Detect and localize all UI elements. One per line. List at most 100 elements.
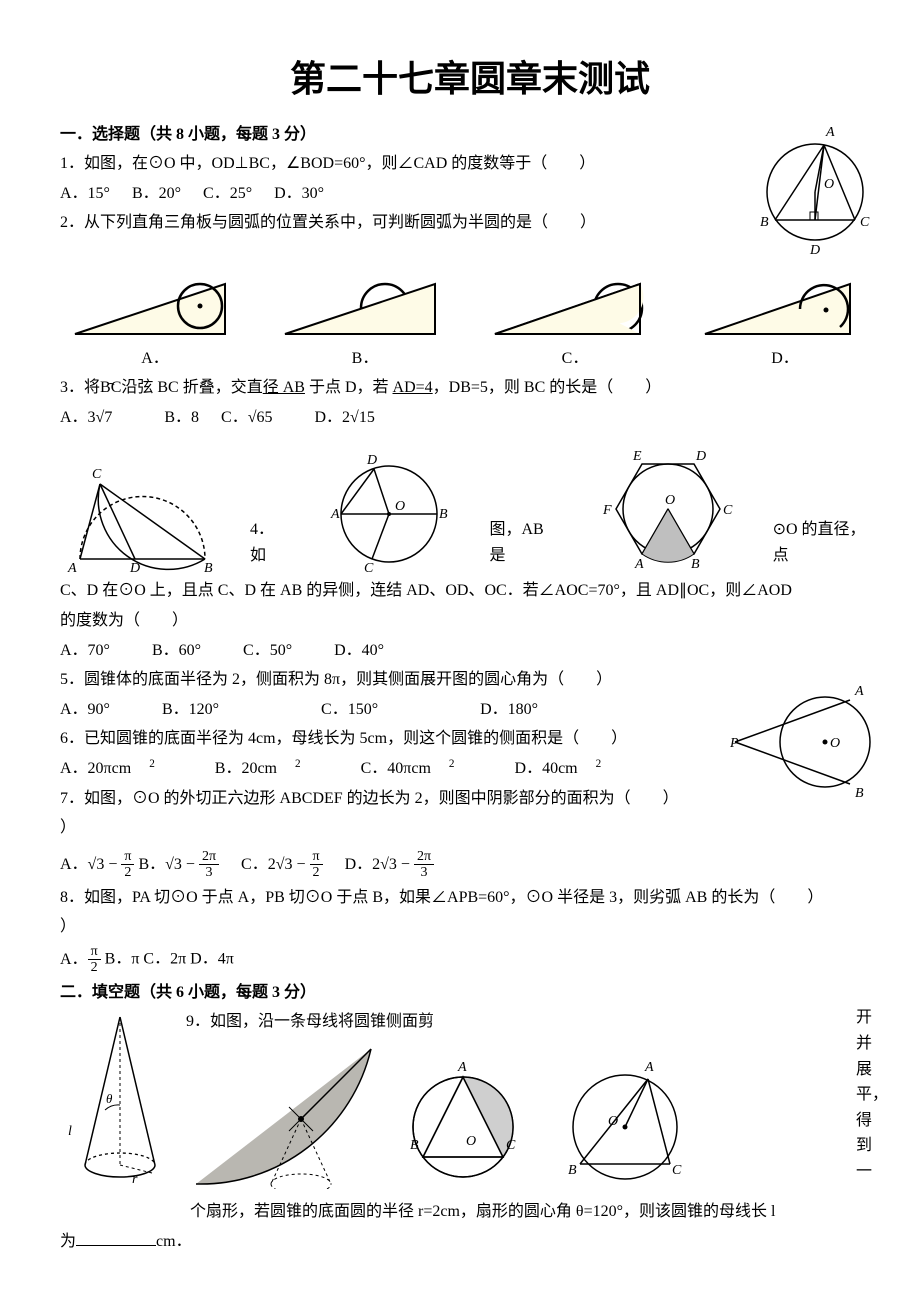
- f9a-th: θ: [106, 1091, 113, 1106]
- q4-opt-a: A．70°: [60, 638, 110, 664]
- q2-fig-d: D．: [700, 262, 870, 372]
- q3-a: 3．将: [60, 379, 100, 396]
- q6-opt-c: C．40πcm2: [361, 756, 473, 782]
- f9c-A: A: [457, 1060, 467, 1075]
- lbl-O: O: [824, 177, 834, 192]
- f9a-r: r: [132, 1172, 138, 1187]
- f4-D: D: [366, 453, 377, 468]
- f8-B: B: [855, 786, 864, 801]
- q2-figures: A． B． C． D．: [60, 262, 880, 372]
- figure-q7: O A B C D E F: [593, 434, 743, 574]
- q5-opt-d: D．180°: [480, 697, 538, 723]
- f7-C: C: [723, 503, 733, 518]
- f8-O: O: [830, 736, 840, 751]
- f9c-C: C: [506, 1138, 516, 1153]
- q7-opt-d: D．2√3 − 2π3: [345, 856, 434, 873]
- q9-p3b: cm．: [156, 1233, 192, 1250]
- q5-opt-c: C．150°: [321, 697, 378, 723]
- q8-opt-a: A．π2: [60, 951, 101, 968]
- q4-opt-b: B．60°: [152, 638, 201, 664]
- q2-cap-c: C．: [490, 346, 660, 372]
- f3-C: C: [92, 467, 102, 482]
- f7-E: E: [632, 449, 642, 464]
- q8-opt-d: D．4π: [190, 951, 234, 968]
- q9-r4: 平，: [856, 1082, 880, 1108]
- q7-opt-a: A．√3 − π2: [60, 856, 134, 873]
- q4-line3: 的度数为（ ）: [60, 608, 880, 634]
- lbl-B: B: [760, 215, 769, 230]
- f3-B: B: [204, 561, 213, 574]
- q8-tail: ）: [60, 914, 880, 940]
- q2-fig-c: C．: [490, 262, 660, 372]
- f4-C: C: [364, 561, 374, 574]
- f3-A: A: [67, 561, 77, 574]
- q2-cap-b: B．: [280, 346, 450, 372]
- lbl-D: D: [809, 243, 820, 258]
- f8-P: P: [730, 736, 739, 751]
- q9-p3: 为cm．: [60, 1229, 880, 1255]
- q1-opt-a: A．15°: [60, 181, 110, 207]
- q3-opt-b: B．8: [164, 405, 199, 431]
- q7-opt-b: B．√3 − 2π3: [138, 856, 219, 873]
- q7-tail: ）: [60, 815, 880, 841]
- q3-opt-a: A．3√7: [60, 405, 112, 431]
- f8-A: A: [854, 684, 864, 699]
- q4-mid: 图，AB 是: [489, 517, 562, 574]
- q1-opt-c: C．25°: [203, 181, 252, 207]
- fig-q1-svg: A B C D O: [750, 122, 880, 262]
- q2-cap-d: D．: [700, 346, 870, 372]
- q2-fig-b: B．: [280, 262, 450, 372]
- figure-q8: P A B O: [730, 667, 880, 817]
- figure-q9c: A B C O: [388, 1049, 538, 1189]
- q9-right-col: 开 并 展 平， 得 到 一: [856, 1005, 880, 1184]
- q8-options: A．π2 B．π C．2π D．4π: [60, 944, 880, 976]
- q8-stem: 8．如图，PA 切⊙O 于点 A，PB 切⊙O 于点 B，如果∠APB=60°，…: [60, 885, 880, 911]
- f9c-O: O: [466, 1134, 476, 1149]
- f7-B: B: [691, 557, 700, 572]
- f9c-B: B: [410, 1138, 419, 1153]
- figure-q1: A B C D O: [750, 122, 880, 262]
- q3-u2: AD=4: [393, 379, 433, 396]
- q1-opt-b: B．20°: [132, 181, 181, 207]
- q3-c: 于点 D，若: [305, 379, 393, 396]
- q5-opt-a: A．90°: [60, 697, 110, 723]
- q9-p1: 9．如图，沿一条母线将圆锥侧面剪: [186, 1009, 434, 1035]
- q3-stem: 3．将⌢BC沿弦 BC 折叠，交直径 AB 于点 D，若 AD=4，DB=5，则…: [60, 375, 880, 401]
- q3-opt-d: D．2√15: [315, 405, 375, 431]
- q9-r1: 开: [856, 1005, 880, 1031]
- q8-opt-c: C．2π: [143, 951, 186, 968]
- q7-opt-c: C．2√3 − π2: [241, 856, 323, 873]
- f7-D: D: [695, 449, 706, 464]
- q3-d: ，DB=5，则 BC 的长是（ ）: [433, 379, 662, 396]
- q3-b: 沿弦 BC 折叠，交直: [121, 379, 262, 396]
- f9a-l: l: [68, 1124, 72, 1139]
- q9-r5: 得: [856, 1108, 880, 1134]
- q4-options: A．70° B．60° C．50° D．40°: [60, 638, 880, 664]
- q9-p2: 个扇形，若圆锥的底面圆的半径 r=2cm，扇形的圆心角 θ=120°，则该圆锥的…: [60, 1199, 880, 1225]
- f7-O: O: [665, 493, 675, 508]
- q5-opt-b: B．120°: [162, 697, 219, 723]
- q4-post: ⊙O 的直径，点: [773, 517, 880, 574]
- q2-cap-a: A．: [70, 346, 240, 372]
- f9d-B: B: [568, 1163, 577, 1178]
- q9-row: θ l r 9．如图，沿一条母线将圆锥侧面剪: [60, 1005, 880, 1195]
- mid-figures-row: C A D B 4．如 A B D C O 图，AB 是: [60, 434, 880, 574]
- q9-blank: [76, 1229, 156, 1246]
- figure-q9b-sector: [186, 1039, 376, 1189]
- f9d-O: O: [608, 1114, 618, 1129]
- q9-r7: 一: [856, 1159, 880, 1185]
- figure-q9a-cone: θ l r: [60, 1005, 180, 1195]
- f4-O: O: [395, 499, 405, 514]
- q4-pre: 4．如: [250, 517, 289, 574]
- q1-opt-d: D．30°: [274, 181, 324, 207]
- q3-opt-c: C．√65: [221, 405, 272, 431]
- q3-u1: 径 AB: [263, 379, 305, 396]
- q8-opt-b: B．π: [105, 951, 140, 968]
- figure-q9d: A B C O: [550, 1049, 700, 1189]
- figure-q4: A B D C O: [319, 444, 459, 574]
- q9-r6: 到: [856, 1133, 880, 1159]
- q9-r3: 展: [856, 1057, 880, 1083]
- q7-options: A．√3 − π2 B．√3 − 2π3 C．2√3 − π2 D．2√3 − …: [60, 849, 880, 881]
- f4-B: B: [439, 507, 448, 522]
- section-2-head: 二．填空题（共 6 小题，每题 3 分）: [60, 980, 880, 1006]
